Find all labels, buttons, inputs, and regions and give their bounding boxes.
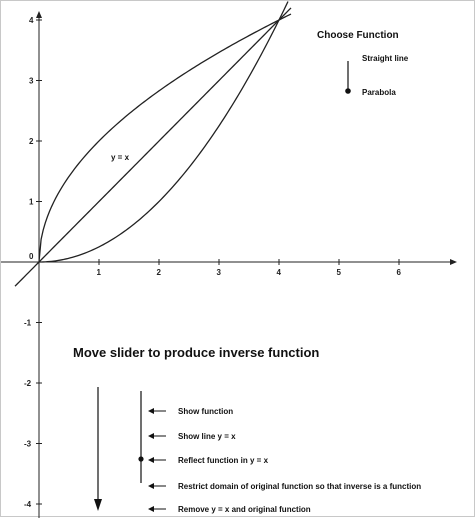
inverse-sqrt-curve <box>38 13 292 263</box>
function-option-straight-line: Straight line <box>362 54 409 63</box>
curves <box>14 1 292 287</box>
parabola-curve <box>38 1 289 263</box>
step-arrow-head <box>148 506 154 512</box>
y-tick-label: -3 <box>24 440 32 449</box>
line-y-equals-x <box>14 7 292 287</box>
y-tick-label: 2 <box>29 137 34 146</box>
function-option-parabola: Parabola <box>362 88 396 97</box>
step-label: Show function <box>178 407 233 416</box>
curve-label-y-equals-x: y = x <box>111 153 130 162</box>
choose-function-title: Choose Function <box>317 30 399 41</box>
x-tick-label: 4 <box>277 268 282 277</box>
step-label: Reflect function in y = x <box>178 456 269 465</box>
function-slider-handle[interactable] <box>345 88 351 94</box>
x-tick-label: 2 <box>157 268 162 277</box>
step-arrow-head <box>148 483 154 489</box>
slider-instruction-title: Move slider to produce inverse function <box>73 345 319 360</box>
x-axis-arrow <box>450 259 457 265</box>
origin-label: 0 <box>29 252 34 261</box>
y-tick-label: 1 <box>29 198 34 207</box>
x-tick-label: 6 <box>397 268 402 277</box>
y-tick-label: 3 <box>29 77 34 86</box>
y-tick-label: -2 <box>24 379 32 388</box>
x-tick-label: 5 <box>337 268 342 277</box>
y-tick-label: -1 <box>24 319 32 328</box>
y-tick-label: -4 <box>24 500 32 509</box>
y-ticks: 4 3 2 1 -1 -2 -3 -4 <box>24 16 42 509</box>
step-label: Restrict domain of original function so … <box>178 482 421 491</box>
step-arrow-head <box>148 457 154 463</box>
x-ticks: 1 2 3 4 5 6 <box>97 259 402 277</box>
down-arrow-head <box>94 499 102 511</box>
x-tick-label: 1 <box>97 268 102 277</box>
step-arrow-head <box>148 408 154 414</box>
y-tick-label: 4 <box>29 16 34 25</box>
step-label: Remove y = x and original function <box>178 505 311 514</box>
step-arrow-head <box>148 433 154 439</box>
step-slider-handle[interactable] <box>138 456 144 462</box>
y-axis-arrow <box>36 11 42 18</box>
step-label: Show line y = x <box>178 432 236 441</box>
x-tick-label: 3 <box>217 268 222 277</box>
step-list: Show function Show line y = x Reflect func… <box>148 407 421 514</box>
